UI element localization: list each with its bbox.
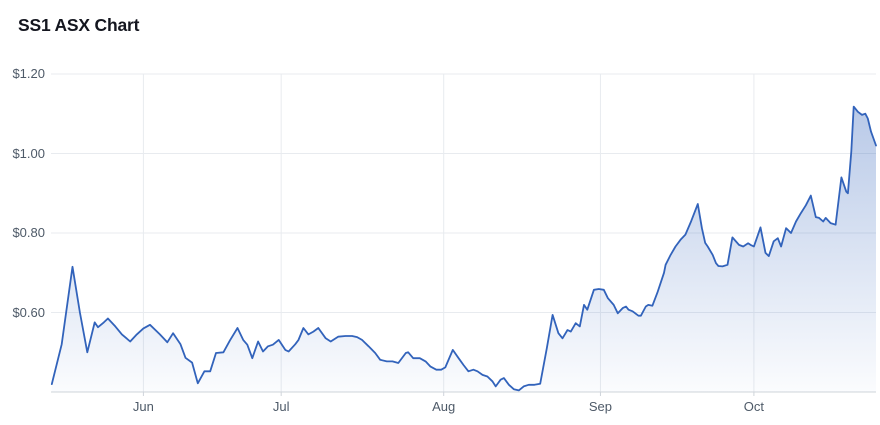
y-tick-label: $1.00 (12, 145, 45, 161)
x-tick-label: Aug (432, 399, 456, 414)
y-tick-label: $0.60 (12, 304, 45, 320)
price-line (50, 105, 877, 392)
y-tick-label: $1.20 (12, 66, 45, 81)
y-tick-label: $0.80 (12, 225, 45, 240)
x-tick-label: Jun (132, 399, 154, 414)
x-tick-label: Sep (588, 399, 612, 414)
price-area-fill (51, 106, 877, 392)
x-tick-label: Jul (272, 399, 290, 414)
x-tick-label: Oct (743, 399, 764, 414)
chart-title: SS1 ASX Chart (18, 15, 140, 35)
